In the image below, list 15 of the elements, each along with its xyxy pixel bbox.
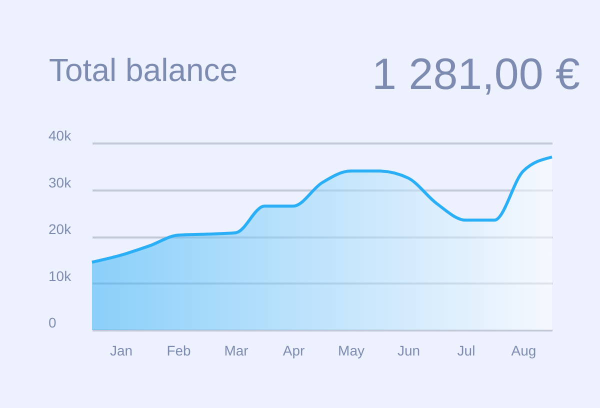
x-tick-label: Jun	[397, 342, 420, 358]
y-tick-label: 20k	[48, 221, 72, 237]
x-tick-label: Jul	[457, 342, 476, 358]
x-tick-label: Feb	[166, 342, 192, 358]
x-tick-label: May	[338, 342, 364, 358]
y-tick-label: 30k	[48, 174, 72, 190]
y-tick-label: 0	[48, 314, 56, 330]
x-tick-label: Apr	[282, 342, 305, 358]
text: 1 281,00 €	[372, 50, 580, 99]
x-tick-label: Aug	[511, 342, 536, 358]
y-tick-label: 10k	[48, 268, 72, 284]
y-tick-label: 40k	[48, 128, 72, 144]
x-tick-label: Mar	[224, 342, 249, 358]
x-tick-label: Jan	[110, 342, 133, 358]
chart-title: Total balance	[49, 52, 238, 88]
